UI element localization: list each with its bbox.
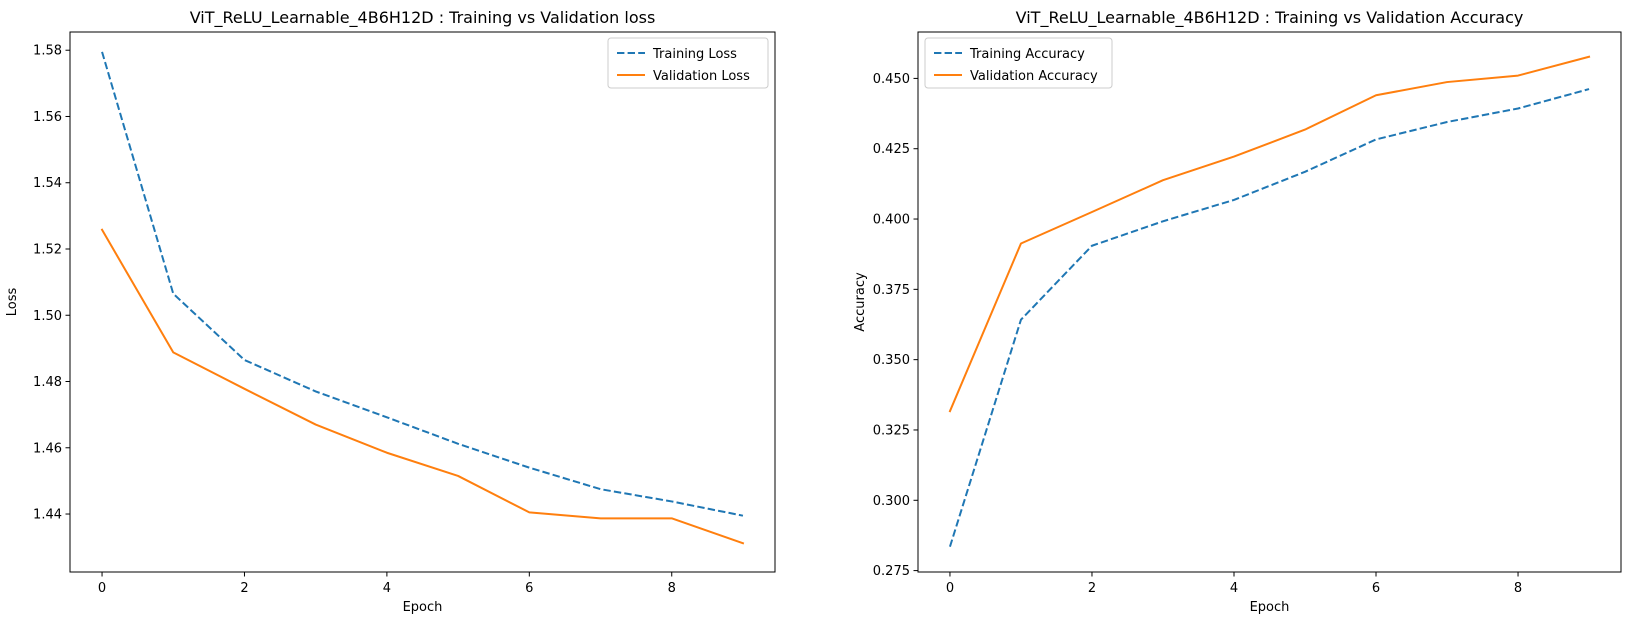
x-tick-label: 2: [240, 581, 248, 596]
plot-frame: [69, 31, 776, 573]
x-tick-label: 6: [525, 581, 533, 596]
y-axis-label: Accuracy: [853, 272, 868, 332]
legend-label: Validation Accuracy: [970, 69, 1098, 84]
y-tick-label: 1.56: [33, 110, 62, 125]
legend-box: [924, 37, 1113, 89]
y-tick-label: 0.425: [873, 142, 910, 157]
chart-title: ViT_ReLU_Learnable_4B6H12D : Training vs…: [1016, 8, 1524, 28]
y-tick-label: 1.44: [33, 508, 62, 523]
legend-label: Training Loss: [652, 47, 737, 62]
y-tick-label: 0.400: [873, 213, 910, 228]
x-tick-label: 0: [98, 581, 106, 596]
chart-2: ViT_ReLU_Learnable_4B6H12D : Training vs…: [853, 8, 1622, 615]
y-axis-label: Loss: [5, 288, 20, 317]
plot-frame: [917, 31, 1622, 573]
y-tick-label: 1.52: [33, 242, 62, 257]
series-line-training-loss: [101, 51, 744, 517]
y-tick-label: 0.375: [873, 283, 910, 298]
x-axis-label: Epoch: [1250, 600, 1290, 615]
y-tick-label: 0.275: [873, 564, 910, 579]
legend: Training Loss Validation Loss: [607, 37, 769, 89]
y-tick-label: 0.450: [873, 72, 910, 87]
x-tick-label: 4: [1230, 581, 1238, 596]
series-line-validation-loss: [100, 228, 745, 545]
y-tick-label: 0.325: [873, 423, 910, 438]
x-tick-label: 6: [1372, 581, 1380, 596]
y-tick-label: 1.46: [33, 441, 62, 456]
legend: Training Accuracy Validation Accuracy: [924, 37, 1113, 89]
x-axis-label: Epoch: [403, 600, 443, 615]
series-line-validation-accuracy: [948, 55, 1591, 413]
x-tick-label: 8: [668, 581, 676, 596]
y-tick-label: 1.58: [33, 44, 62, 59]
legend-box: [607, 37, 769, 89]
chart-1: ViT_ReLU_Learnable_4B6H12D : Training vs…: [5, 8, 776, 615]
chart-title: ViT_ReLU_Learnable_4B6H12D : Training vs…: [190, 8, 656, 28]
legend-label: Training Accuracy: [969, 47, 1085, 62]
y-tick-label: 1.48: [33, 375, 62, 390]
x-tick-label: 8: [1514, 581, 1522, 596]
series-line-training-accuracy: [948, 88, 1590, 547]
y-tick-label: 0.300: [873, 494, 910, 509]
y-tick-label: 1.50: [33, 309, 62, 324]
x-tick-label: 2: [1088, 581, 1096, 596]
x-tick-label: 0: [946, 581, 954, 596]
y-tick-label: 1.54: [33, 176, 62, 191]
legend-label: Validation Loss: [653, 69, 750, 84]
x-tick-label: 4: [383, 581, 391, 596]
y-tick-label: 0.350: [873, 353, 910, 368]
